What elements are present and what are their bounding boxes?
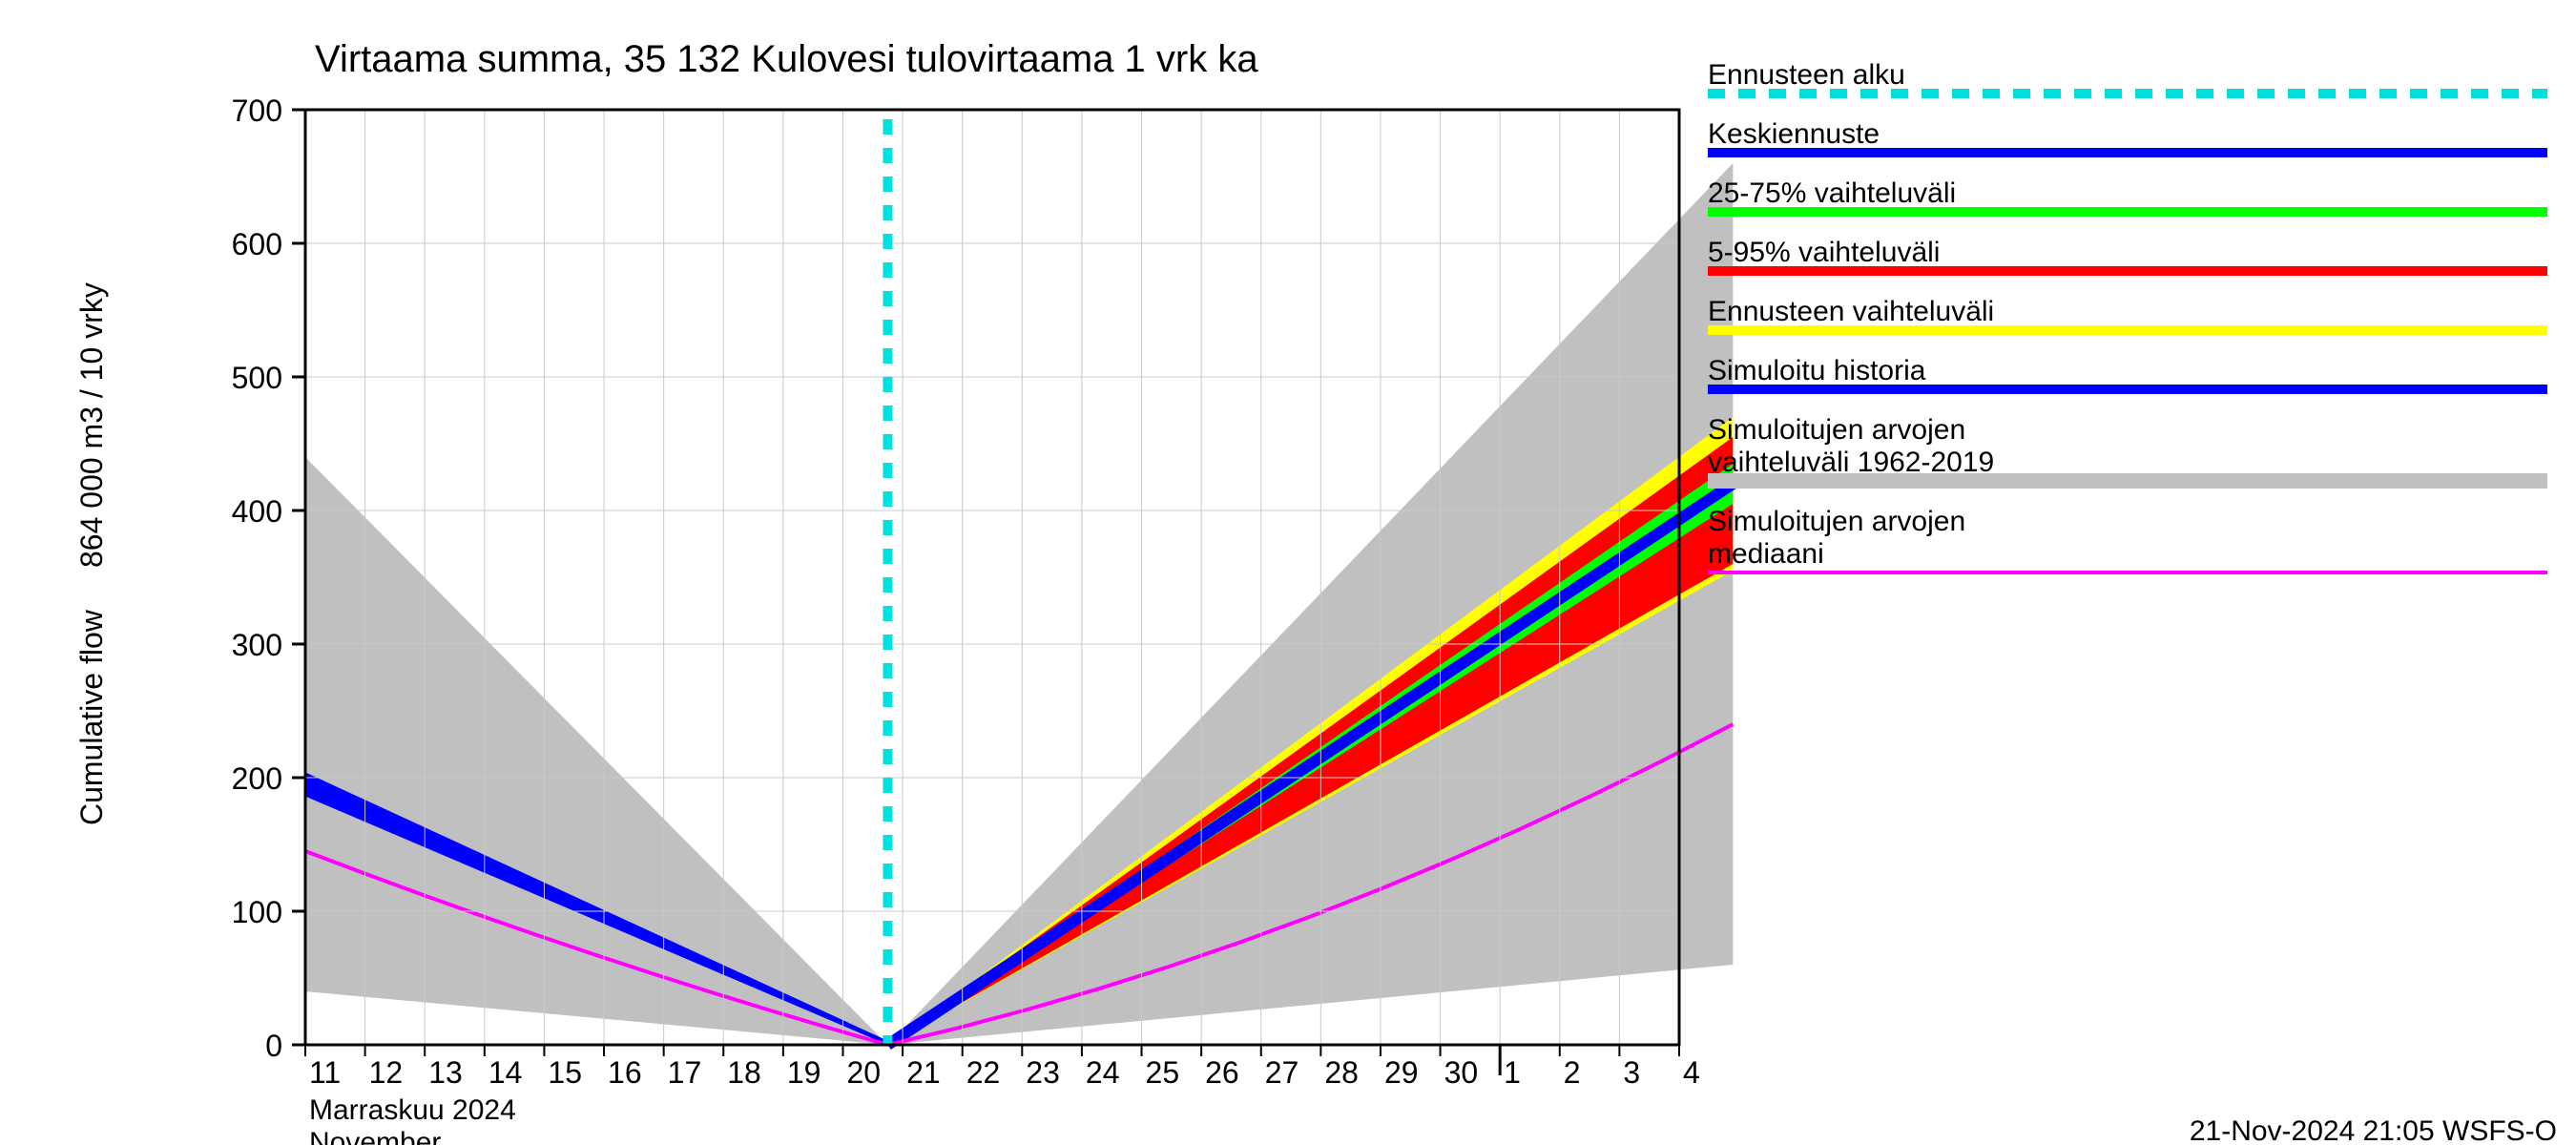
legend-label: Simuloitu historia <box>1708 355 1926 386</box>
xtick-label: 19 <box>787 1055 821 1090</box>
legend-label: Simuloitujen arvojen <box>1708 506 1965 537</box>
footer-month-en: November <box>309 1127 441 1145</box>
xtick-label: 30 <box>1444 1055 1479 1090</box>
ytick-label: 600 <box>232 227 282 261</box>
timestamp: 21-Nov-2024 21:05 WSFS-O <box>2190 1115 2557 1145</box>
xtick-label: 14 <box>488 1055 523 1090</box>
xtick-label: 15 <box>548 1055 582 1090</box>
xtick-label: 23 <box>1026 1055 1060 1090</box>
xtick-label: 17 <box>668 1055 702 1090</box>
xtick-label: 22 <box>966 1055 1001 1090</box>
xtick-label: 26 <box>1205 1055 1239 1090</box>
legend-label: Keskiennuste <box>1708 118 1880 150</box>
ytick-label: 100 <box>232 895 282 929</box>
ytick-label: 500 <box>232 361 282 395</box>
xtick-label: 21 <box>906 1055 941 1090</box>
xtick-label: 12 <box>369 1055 404 1090</box>
xtick-label: 13 <box>428 1055 463 1090</box>
xtick-label: 20 <box>846 1055 881 1090</box>
legend-label: Ennusteen alku <box>1708 59 1905 91</box>
footer-month-fi: Marraskuu 2024 <box>309 1094 516 1126</box>
xtick-label: 4 <box>1683 1055 1700 1090</box>
ytick-label: 0 <box>265 1029 282 1063</box>
legend-label: Simuloitujen arvojen <box>1708 414 1965 446</box>
legend-label: Ennusteen vaihteluväli <box>1708 296 1994 327</box>
svg-text:864 000 m3 / 10 vrky: 864 000 m3 / 10 vrky <box>74 282 109 568</box>
legend-swatch <box>1708 473 2547 489</box>
legend-label: mediaani <box>1708 538 1824 570</box>
xtick-label: 11 <box>309 1055 341 1090</box>
legend-label: 5-95% vaihteluväli <box>1708 237 1940 268</box>
ytick-label: 300 <box>232 628 282 662</box>
xtick-label: 27 <box>1265 1055 1299 1090</box>
xtick-label: 16 <box>608 1055 642 1090</box>
ytick-label: 700 <box>232 94 282 128</box>
legend-label: 25-75% vaihteluväli <box>1708 177 1956 209</box>
xtick-label: 3 <box>1623 1055 1640 1090</box>
xtick-label: 24 <box>1086 1055 1120 1090</box>
xtick-label: 28 <box>1324 1055 1359 1090</box>
xtick-label: 18 <box>727 1055 761 1090</box>
svg-text:Cumulative flow: Cumulative flow <box>74 609 109 825</box>
xtick-label: 29 <box>1384 1055 1419 1090</box>
ytick-label: 400 <box>232 494 282 529</box>
ytick-label: 200 <box>232 761 282 796</box>
y-axis-label: Cumulative flow 864 000 m3 / 10 vrky <box>74 282 109 825</box>
xtick-label: 1 <box>1504 1055 1521 1090</box>
xtick-label: 25 <box>1146 1055 1180 1090</box>
xtick-label: 2 <box>1564 1055 1581 1090</box>
chart-title: Virtaama summa, 35 132 Kulovesi tulovirt… <box>315 38 1258 80</box>
